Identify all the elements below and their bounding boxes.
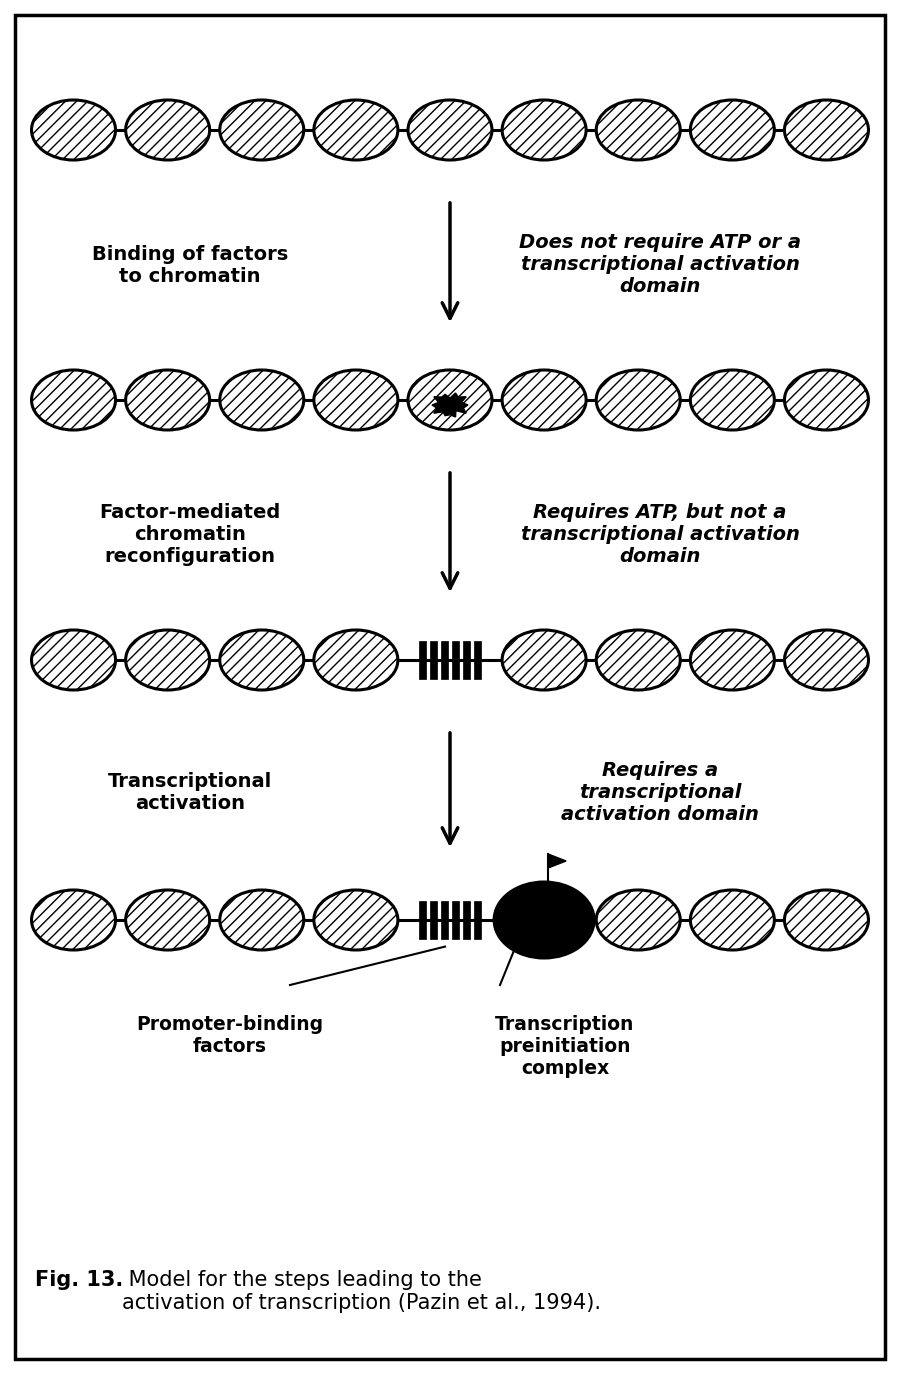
Text: Model for the steps leading to the
activation of transcription (Pazin et al., 19: Model for the steps leading to the activ… (122, 1270, 601, 1314)
Ellipse shape (596, 370, 680, 430)
Ellipse shape (220, 370, 304, 430)
Ellipse shape (32, 631, 115, 690)
Bar (474, 901, 481, 938)
Ellipse shape (785, 370, 868, 430)
Ellipse shape (220, 631, 304, 690)
Ellipse shape (502, 370, 586, 430)
Ellipse shape (32, 370, 115, 430)
Ellipse shape (785, 631, 868, 690)
Ellipse shape (596, 100, 680, 159)
Ellipse shape (32, 100, 115, 159)
Ellipse shape (596, 631, 680, 690)
Bar (430, 901, 437, 938)
Ellipse shape (690, 370, 774, 430)
Bar (463, 901, 470, 938)
Ellipse shape (690, 100, 774, 159)
Bar (463, 642, 470, 679)
Text: Requires a
transcriptional
activation domain: Requires a transcriptional activation do… (561, 761, 759, 824)
Ellipse shape (502, 100, 586, 159)
Ellipse shape (690, 631, 774, 690)
Ellipse shape (126, 631, 210, 690)
Ellipse shape (220, 890, 304, 949)
Bar (419, 642, 426, 679)
Bar (441, 901, 448, 938)
Text: Binding of factors
to chromatin: Binding of factors to chromatin (92, 245, 288, 286)
Bar (474, 642, 481, 679)
Ellipse shape (126, 100, 210, 159)
Text: Does not require ATP or a
transcriptional activation
domain: Does not require ATP or a transcriptiona… (519, 234, 801, 297)
Bar (452, 901, 459, 938)
Ellipse shape (596, 890, 680, 949)
Ellipse shape (32, 890, 115, 949)
Ellipse shape (408, 100, 492, 159)
Ellipse shape (785, 890, 868, 949)
Bar (452, 642, 459, 679)
Ellipse shape (314, 890, 398, 949)
Text: Transcription
preinitiation
complex: Transcription preinitiation complex (495, 1015, 634, 1079)
Polygon shape (548, 855, 566, 868)
Ellipse shape (314, 100, 398, 159)
Ellipse shape (314, 370, 398, 430)
Polygon shape (432, 393, 468, 416)
Ellipse shape (220, 100, 304, 159)
Ellipse shape (408, 370, 492, 430)
Text: Transcriptional
activation: Transcriptional activation (108, 772, 272, 813)
Ellipse shape (785, 100, 868, 159)
Ellipse shape (494, 882, 594, 958)
Text: Factor-mediated
chromatin
reconfiguration: Factor-mediated chromatin reconfiguratio… (99, 503, 281, 566)
Ellipse shape (314, 631, 398, 690)
Bar (441, 642, 448, 679)
Ellipse shape (502, 631, 586, 690)
Ellipse shape (690, 890, 774, 949)
Bar (430, 642, 437, 679)
Text: Fig. 13.: Fig. 13. (35, 1270, 123, 1290)
Text: Requires ATP, but not a
transcriptional activation
domain: Requires ATP, but not a transcriptional … (520, 503, 799, 566)
Ellipse shape (126, 370, 210, 430)
Ellipse shape (126, 890, 210, 949)
Text: Promoter-binding
factors: Promoter-binding factors (137, 1015, 324, 1057)
Bar (419, 901, 426, 938)
